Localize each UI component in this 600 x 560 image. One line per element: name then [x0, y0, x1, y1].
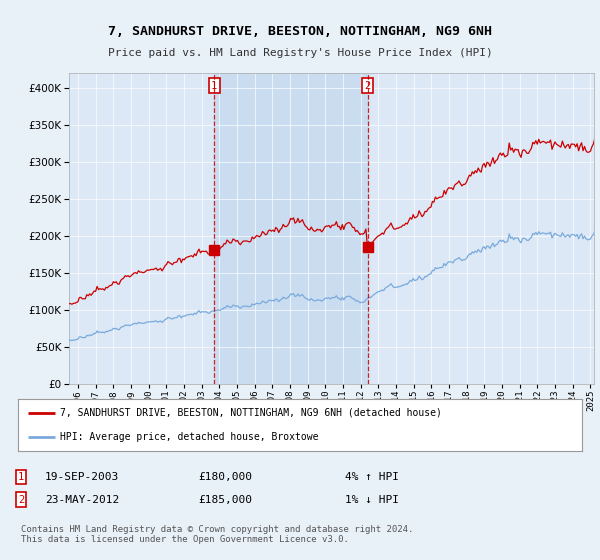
Text: £185,000: £185,000 [198, 494, 252, 505]
Text: 7, SANDHURST DRIVE, BEESTON, NOTTINGHAM, NG9 6NH: 7, SANDHURST DRIVE, BEESTON, NOTTINGHAM,… [108, 25, 492, 38]
Text: 2: 2 [364, 81, 371, 91]
Text: HPI: Average price, detached house, Broxtowe: HPI: Average price, detached house, Brox… [60, 432, 319, 442]
Text: 1: 1 [18, 472, 24, 482]
Bar [214, 73, 368, 384]
Text: 19-SEP-2003: 19-SEP-2003 [45, 472, 119, 482]
Text: 1: 1 [211, 81, 217, 91]
Text: 23-MAY-2012: 23-MAY-2012 [45, 494, 119, 505]
Text: Contains HM Land Registry data © Crown copyright and database right 2024.
This d: Contains HM Land Registry data © Crown c… [21, 525, 413, 544]
Text: £180,000: £180,000 [198, 472, 252, 482]
Text: 4% ↑ HPI: 4% ↑ HPI [345, 472, 399, 482]
Text: Price paid vs. HM Land Registry's House Price Index (HPI): Price paid vs. HM Land Registry's House … [107, 48, 493, 58]
Text: 7, SANDHURST DRIVE, BEESTON, NOTTINGHAM, NG9 6NH (detached house): 7, SANDHURST DRIVE, BEESTON, NOTTINGHAM,… [60, 408, 442, 418]
Text: 1% ↓ HPI: 1% ↓ HPI [345, 494, 399, 505]
Text: 2: 2 [18, 494, 24, 505]
